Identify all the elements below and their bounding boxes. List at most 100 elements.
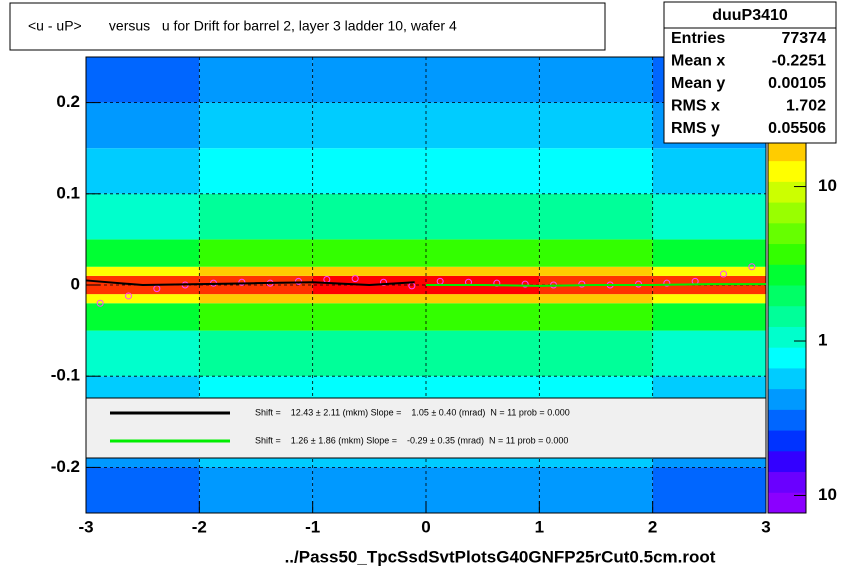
heatmap-cell: [86, 467, 200, 513]
heatmap-cell: [539, 193, 653, 240]
heatmap-cell: [312, 303, 426, 331]
heatmap-cell: [312, 57, 426, 103]
stats-value: -0.2251: [772, 53, 826, 70]
heatmap-cell: [539, 303, 653, 331]
colorbar-segment: [768, 347, 806, 369]
stats-value: 0.05506: [768, 120, 826, 137]
heatmap-cell: [312, 148, 426, 194]
legend-box: [85, 397, 767, 459]
colorbar-tick-label: 10: [818, 485, 837, 504]
heatmap-cell: [199, 330, 313, 377]
heatmap-cell: [199, 102, 313, 149]
profile-point: [578, 280, 586, 288]
stats-value: 77374: [782, 30, 827, 47]
legend-label: Shift = 1.26 ± 1.86 (mkm) Slope = -0.29 …: [255, 435, 568, 445]
profile-point: [125, 292, 132, 300]
heatmap-cell: [86, 148, 200, 194]
heatmap-cell: [426, 294, 540, 304]
x-tick-label: 2: [648, 517, 657, 536]
heatmap-cell: [652, 294, 766, 304]
heatmap-cell: [426, 303, 540, 331]
heatmap-cell: [426, 193, 540, 240]
heatmap-cell: [199, 467, 313, 513]
colorbar-segment: [768, 305, 806, 327]
fit-line: [85, 279, 415, 287]
heatmap-cell: [426, 467, 540, 513]
profile-point: [351, 275, 359, 283]
profile-point: [96, 299, 104, 307]
heatmap-cell: [426, 148, 540, 194]
heatmap-cell: [539, 330, 653, 377]
heatmap-cell: [86, 239, 200, 267]
heatmap-cell: [426, 102, 540, 149]
x-tick-label: 1: [535, 517, 544, 536]
colorbar-segment: [768, 367, 806, 390]
heatmap-cell: [86, 193, 200, 240]
colorbar-segment: [768, 264, 806, 286]
heatmap-cell: [86, 102, 200, 149]
colorbar-segment: [768, 326, 806, 348]
legend-label: Shift = 12.43 ± 2.11 (mkm) Slope = 1.05 …: [255, 407, 570, 417]
heatmap-cell: [652, 193, 766, 240]
x-tick-label: 0: [421, 517, 430, 536]
heatmap-cell: [652, 467, 766, 513]
heatmap-cell: [426, 239, 540, 267]
heatmap-cell: [426, 266, 540, 276]
heatmap-cell: [652, 266, 766, 276]
colorbar-segment: [768, 181, 806, 203]
heatmap-cell: [312, 102, 426, 149]
y-tick-label: 0.1: [56, 183, 80, 202]
heatmap-cell: [539, 239, 653, 267]
heatmap-cell: [539, 57, 653, 103]
heatmap-cell: [539, 102, 653, 149]
stats-title: duuP3410: [712, 7, 788, 24]
heatmap-cell: [86, 303, 200, 331]
heatmap-cell: [652, 303, 766, 331]
heatmap-cell: [539, 294, 653, 304]
x-tick-label: -3: [78, 517, 93, 536]
heatmap-cell: [199, 57, 313, 103]
stats-label: Mean y: [671, 75, 725, 92]
heatmap-cell: [199, 148, 313, 194]
heatmap-cell: [199, 303, 313, 331]
colorbar-segment: [768, 492, 806, 514]
x-tick-label: 3: [761, 517, 770, 536]
colorbar-segment: [768, 471, 806, 493]
heatmap-cell: [312, 239, 426, 267]
heatmap-cell: [312, 266, 426, 276]
stats-value: 0.00105: [768, 75, 826, 92]
colorbar-segment: [768, 160, 806, 182]
profile-point: [238, 278, 246, 286]
x-tick-label: -1: [305, 517, 320, 536]
heatmap-cell: [199, 193, 313, 240]
y-tick-label: -0.1: [51, 366, 80, 385]
stats-value: 1.702: [786, 98, 826, 115]
chart-title: <u - uP> versus u for Drift for barrel 2…: [28, 18, 457, 34]
colorbar-segment: [768, 222, 806, 245]
heatmap-cell: [199, 294, 313, 304]
y-tick-label: 0.2: [56, 92, 80, 111]
x-axis-label: ../Pass50_TpcSsdSvtPlotsG40GNFP25rCut0.5…: [285, 547, 716, 566]
profile-point: [663, 279, 671, 287]
profile-point: [720, 270, 727, 278]
x-tick-label: -2: [192, 517, 207, 536]
profile-point: [748, 263, 756, 271]
colorbar-segment: [768, 430, 806, 452]
heatmap-cell: [312, 193, 426, 240]
colorbar-segment: [768, 409, 806, 431]
heatmap-cell: [426, 57, 540, 103]
title-box: [9, 2, 606, 51]
y-tick-label: 0: [71, 274, 80, 293]
heatmap-cell: [652, 330, 766, 377]
heatmap-cell: [312, 294, 426, 304]
colorbar-segment: [768, 450, 806, 473]
heatmap-cell: [426, 330, 540, 377]
heatmap-cell: [86, 294, 200, 304]
heatmap-cell: [539, 467, 653, 513]
stats-label: Entries: [671, 30, 725, 47]
heatmap-cell: [86, 57, 200, 103]
heatmap-cell: [312, 330, 426, 377]
colorbar-tick-label: 1: [818, 330, 827, 349]
heatmap-cell: [652, 239, 766, 267]
